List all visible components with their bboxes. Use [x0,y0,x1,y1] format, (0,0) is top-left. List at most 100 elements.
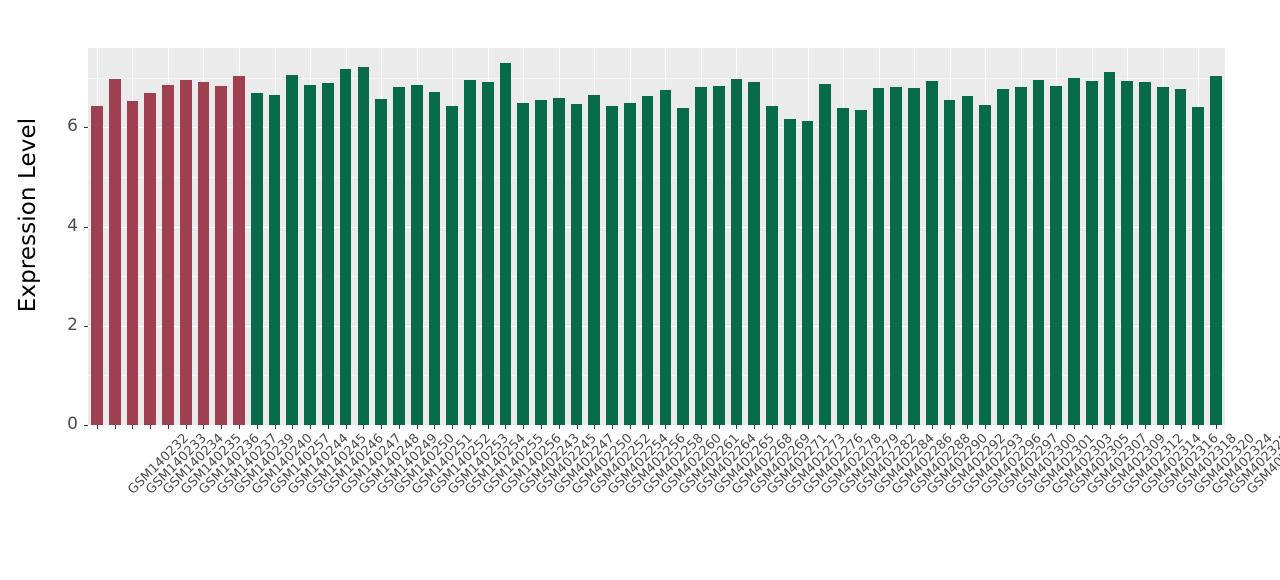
y-axis-tick-label: 4 [67,215,78,236]
bar [339,69,352,425]
y-axis-title-label: Expression Level [15,117,42,313]
x-axis-tick [1127,425,1129,429]
bar [446,106,459,425]
y-axis-tick [84,325,88,327]
x-axis-tick [327,425,329,429]
bar [1174,89,1187,425]
x-axis-tick [647,425,649,429]
x-axis-tick [665,425,667,429]
x-axis-tick [843,425,845,429]
bar [766,106,778,425]
y-axis-tick [84,127,88,129]
bar [162,85,174,425]
bar [623,102,636,425]
x-axis-tick [1145,425,1147,429]
x-axis-tick [363,425,365,429]
x-axis-tick [967,425,969,429]
x-axis-tick [541,425,543,429]
bar [588,95,601,425]
bar [641,96,654,425]
x-axis-tick [878,425,880,429]
bar [428,91,441,425]
x-axis-tick [825,425,827,429]
x-axis-tick [558,425,560,429]
x-axis-tick [700,425,702,429]
x-axis-tick [949,425,951,429]
x-axis-tick [896,425,898,429]
x-axis-tick [310,425,312,429]
bar [393,87,405,425]
bar [286,74,299,425]
bar [1032,80,1045,425]
bar [570,103,583,425]
x-axis-tick [256,425,258,429]
x-axis-tick [1109,425,1111,429]
x-axis-tick [1038,425,1040,429]
y-axis-tick [84,226,88,228]
bar [321,82,334,425]
x-axis-tick [1162,425,1164,429]
x-axis-tick [239,425,240,429]
bar [108,79,121,425]
x-axis-tick [1216,425,1218,429]
bar [1085,80,1098,425]
bar [552,98,565,425]
x-axis-tick [1056,425,1058,429]
x-axis-tick [1091,425,1093,429]
x-axis-tick [1020,425,1022,429]
y-axis-title: Expression Level [0,0,56,430]
x-axis-tick [1073,425,1075,429]
bar [606,105,618,425]
x-axis-tick [629,425,631,429]
y-axis-tick-label: 2 [67,314,78,335]
bar [535,99,547,425]
x-axis-tick [931,425,933,429]
plot-panel [88,48,1225,425]
x-axis-tick [167,425,169,429]
bar [517,103,530,425]
bar [908,87,920,425]
bar [872,88,885,425]
bar [1156,87,1169,425]
x-axis-tick [1198,425,1200,429]
gridline-minor [88,276,1225,278]
x-axis-tick [345,425,347,429]
x-axis-tick [185,425,187,429]
bar [91,105,103,425]
gridline-major [88,226,1225,228]
bar [890,86,903,425]
x-axis-tick [736,425,738,429]
y-axis-tick-label: 0 [67,414,78,434]
bar [783,118,796,425]
bar [837,108,849,425]
bar [233,75,245,425]
x-axis-tick [398,425,400,429]
bar [464,80,476,425]
bar [979,104,992,425]
x-axis-tick [292,425,294,429]
bar [748,81,761,425]
bar [1121,80,1134,425]
bar [215,85,228,425]
x-axis-tick [96,425,98,429]
bar [926,80,938,425]
bar [1050,86,1063,425]
bar [179,80,192,425]
bar [410,84,423,425]
bar [375,99,387,425]
x-axis-tick [434,425,436,429]
bar [1068,77,1080,425]
bar [677,107,689,425]
x-axis-tick [612,425,614,429]
x-axis-tick [860,425,862,429]
bar [801,120,814,425]
bar [943,100,956,425]
bar [1192,107,1205,425]
x-axis-tick [416,425,418,429]
bar [961,96,974,425]
x-axis-tick [487,425,489,429]
bar [1210,76,1222,425]
bar [144,92,157,425]
bar [730,78,743,425]
bar [197,82,210,425]
